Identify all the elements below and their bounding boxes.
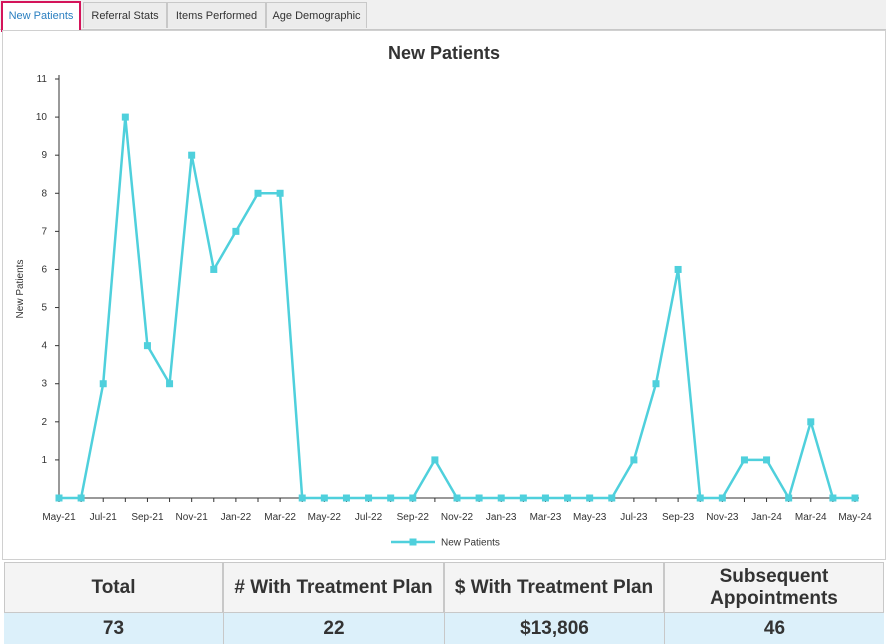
tab-age-demographic[interactable]: Age Demographic <box>266 2 367 28</box>
x-tick-label: Sep-22 <box>397 512 430 523</box>
x-tick-label: Mar-23 <box>530 512 562 523</box>
data-point <box>475 494 483 502</box>
summary-header-subsequent-appointments: Subsequent Appointments <box>664 562 884 613</box>
chart-panel: New Patients New Patients 1 2 3 4 5 6 7 8 9 10 11 May… <box>2 30 886 560</box>
x-tick-label: May-22 <box>308 512 342 523</box>
data-point <box>121 113 129 121</box>
data-point <box>188 151 196 159</box>
x-tick-label: May-24 <box>838 512 872 523</box>
data-point <box>807 418 815 426</box>
summary-value-total: 73 <box>4 613 223 644</box>
summary-value-subsequent-appointments: 46 <box>664 613 884 644</box>
y-tick-label: 3 <box>41 379 47 390</box>
data-point <box>829 494 837 502</box>
y-tick-label: 2 <box>41 417 47 428</box>
summary-header-total: Total <box>4 562 223 613</box>
data-point <box>99 380 107 388</box>
series-line-new-patients <box>59 115 855 500</box>
data-point <box>143 342 151 350</box>
y-tick-label: 1 <box>41 455 47 466</box>
x-tick-label: Jul-22 <box>355 512 383 523</box>
chart-title: New Patients <box>388 43 500 63</box>
data-point <box>365 494 373 502</box>
data-point <box>696 494 704 502</box>
x-tick-label: Jan-22 <box>221 512 252 523</box>
data-point <box>718 494 726 502</box>
summary-header-with-plan-count: # With Treatment Plan <box>223 562 444 613</box>
data-point <box>763 456 771 464</box>
data-point <box>320 494 328 502</box>
data-point <box>409 494 417 502</box>
data-point <box>210 265 218 273</box>
data-point <box>55 494 63 502</box>
data-point <box>674 265 682 273</box>
x-tick-label: Mar-24 <box>795 512 827 523</box>
data-point <box>740 456 748 464</box>
data-point <box>298 494 306 502</box>
x-tick-label: Jul-23 <box>620 512 648 523</box>
summary-table: Total # With Treatment Plan $ With Treat… <box>4 562 884 644</box>
data-point <box>785 494 793 502</box>
data-point <box>387 494 395 502</box>
tab-new-patients[interactable]: New Patients <box>1 1 81 32</box>
y-tick-label: 7 <box>41 226 47 237</box>
data-point <box>276 189 284 197</box>
summary-value-with-plan-count: 22 <box>223 613 444 644</box>
x-tick-label: May-21 <box>42 512 76 523</box>
y-tick-label: 8 <box>41 188 47 199</box>
x-tick-label: Sep-21 <box>131 512 164 523</box>
tab-items-performed[interactable]: Items Performed <box>167 2 266 28</box>
data-point <box>166 380 174 388</box>
x-tick-label: Nov-22 <box>441 512 474 523</box>
data-point <box>608 494 616 502</box>
summary-header-with-plan-amount: $ With Treatment Plan <box>444 562 664 613</box>
legend-marker <box>409 538 417 546</box>
data-point <box>497 494 505 502</box>
data-point <box>342 494 350 502</box>
x-tick-label: Nov-21 <box>176 512 209 523</box>
data-point <box>541 494 549 502</box>
y-tick-label: 9 <box>41 150 47 161</box>
data-point <box>586 494 594 502</box>
data-point <box>431 456 439 464</box>
y-axis-label: New Patients <box>15 260 26 319</box>
data-point <box>652 380 660 388</box>
data-point <box>77 494 85 502</box>
x-tick-label: Jan-23 <box>486 512 517 523</box>
x-tick-label: Mar-22 <box>264 512 296 523</box>
x-tick-label: Nov-23 <box>706 512 739 523</box>
new-patients-chart: New Patients New Patients 1 2 3 4 5 6 7 8 9 10 11 May… <box>15 43 872 549</box>
x-tick-label: May-23 <box>573 512 607 523</box>
y-tick-label: 11 <box>37 74 48 85</box>
data-point <box>564 494 572 502</box>
data-point <box>519 494 527 502</box>
summary-value-with-plan-amount: $13,806 <box>444 613 664 644</box>
x-tick-label: Sep-23 <box>662 512 695 523</box>
y-tick-label: 6 <box>41 264 47 275</box>
y-tick-label: 10 <box>36 112 48 123</box>
data-point <box>232 227 240 235</box>
data-point <box>453 494 461 502</box>
data-point <box>254 189 262 197</box>
tab-bar: New Patients Referral Stats Items Perfor… <box>0 0 886 32</box>
y-tick-label: 5 <box>41 303 47 314</box>
x-tick-label: Jul-21 <box>90 512 118 523</box>
tab-referral-stats[interactable]: Referral Stats <box>83 2 167 28</box>
x-tick-label: Jan-24 <box>751 512 782 523</box>
data-point <box>851 494 859 502</box>
y-tick-label: 4 <box>41 341 47 352</box>
data-point <box>630 456 638 464</box>
legend-label: New Patients <box>441 538 500 549</box>
